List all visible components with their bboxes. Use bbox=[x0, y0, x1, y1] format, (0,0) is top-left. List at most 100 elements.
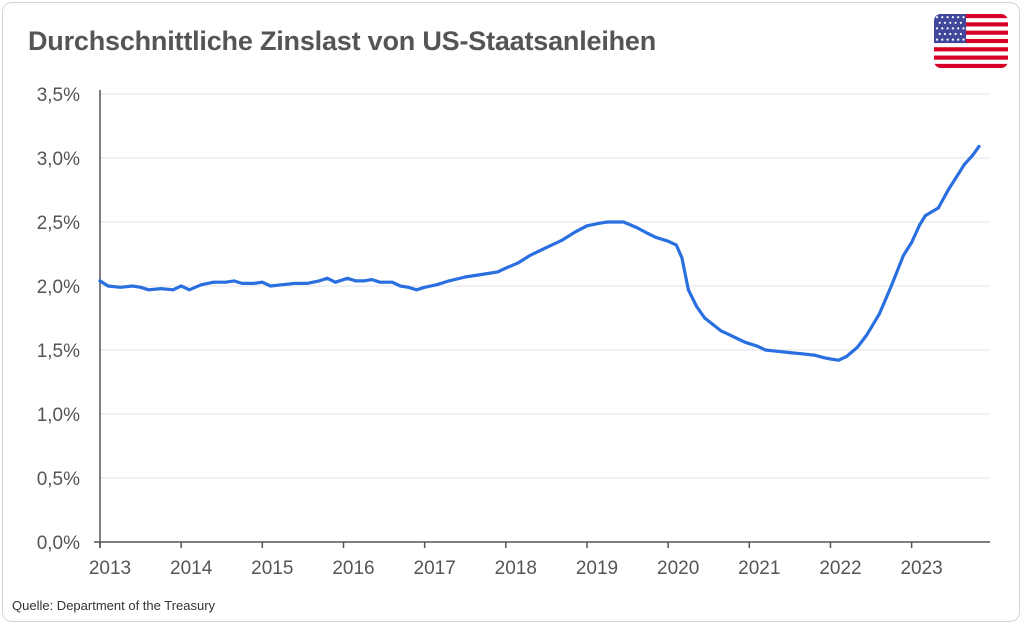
data-point bbox=[139, 285, 143, 289]
y-tick-label: 1,5% bbox=[37, 341, 80, 362]
data-point bbox=[447, 279, 451, 283]
data-point bbox=[504, 266, 508, 270]
x-tick-label: 2016 bbox=[332, 558, 374, 579]
data-point bbox=[423, 285, 427, 289]
data-point bbox=[463, 275, 467, 279]
data-point bbox=[281, 283, 285, 287]
data-point bbox=[480, 273, 483, 276]
data-point bbox=[755, 344, 759, 348]
data-point bbox=[106, 284, 110, 288]
data-point bbox=[333, 280, 337, 284]
source-note: Quelle: Department of the Treasury bbox=[12, 598, 216, 613]
data-point bbox=[147, 288, 151, 292]
x-tick-label: 2018 bbox=[495, 558, 537, 579]
data-point bbox=[812, 353, 816, 357]
data-point bbox=[954, 175, 958, 179]
data-point bbox=[930, 210, 934, 214]
data-point bbox=[674, 243, 678, 247]
data-point bbox=[212, 280, 216, 284]
data-point bbox=[362, 279, 366, 283]
data-point bbox=[118, 285, 122, 289]
x-tick-label: 2014 bbox=[170, 558, 213, 579]
y-tick-label: 0,0% bbox=[37, 533, 80, 554]
data-point bbox=[232, 279, 236, 283]
x-axis-ticks: 2013 2014 2015 2016 2017 2018 2019 2020 2021 2022… bbox=[89, 542, 943, 579]
x-tick-label: 2021 bbox=[738, 558, 780, 579]
data-point bbox=[822, 356, 826, 360]
data-point bbox=[711, 322, 715, 326]
data-point bbox=[680, 256, 684, 260]
data-point bbox=[800, 352, 804, 356]
data-point bbox=[159, 287, 163, 291]
data-point bbox=[131, 284, 134, 288]
x-tick-label: 2020 bbox=[657, 558, 699, 579]
data-point bbox=[544, 246, 548, 250]
x-tick-label: 2013 bbox=[89, 558, 131, 579]
y-tick-label: 2,5% bbox=[37, 213, 80, 234]
data-point bbox=[415, 288, 418, 292]
data-point bbox=[325, 276, 329, 280]
data-point bbox=[666, 239, 670, 243]
data-point bbox=[845, 354, 849, 358]
data-point bbox=[573, 230, 577, 234]
data-point bbox=[962, 162, 966, 166]
data-point bbox=[528, 253, 532, 257]
data-point bbox=[378, 280, 382, 284]
data-point bbox=[179, 284, 183, 288]
data-point bbox=[634, 225, 638, 229]
data-point bbox=[695, 305, 699, 308]
data-point bbox=[727, 333, 731, 337]
data-point bbox=[622, 220, 625, 224]
data-point bbox=[936, 206, 940, 210]
data-point bbox=[865, 333, 869, 337]
data-point bbox=[293, 281, 297, 285]
data-point bbox=[187, 288, 191, 292]
data-point bbox=[735, 337, 739, 340]
data-point bbox=[971, 153, 974, 157]
y-axis-ticks: 0,0% 0,5% 1,0% 1,5% 2,0% 2,5% 3,0% 3,5% bbox=[37, 85, 80, 554]
data-point bbox=[406, 285, 410, 289]
data-point bbox=[305, 281, 309, 285]
data-point bbox=[837, 358, 841, 362]
data-point bbox=[910, 241, 914, 244]
data-point bbox=[585, 224, 589, 228]
data-point bbox=[200, 283, 203, 287]
data-point bbox=[743, 340, 747, 344]
data-point bbox=[354, 279, 358, 283]
data-point bbox=[923, 214, 927, 218]
data-point bbox=[703, 316, 707, 320]
data-point bbox=[918, 223, 922, 227]
data-point bbox=[171, 288, 175, 292]
series-line-0 bbox=[98, 144, 981, 362]
data-point bbox=[946, 188, 950, 192]
data-point bbox=[240, 281, 244, 285]
axes bbox=[94, 90, 990, 548]
data-point bbox=[496, 270, 500, 274]
data-point bbox=[516, 261, 520, 265]
data-point bbox=[764, 348, 767, 352]
data-point bbox=[902, 253, 905, 257]
data-point bbox=[977, 145, 981, 148]
data-point bbox=[597, 221, 601, 225]
grid-lines bbox=[100, 93, 990, 479]
x-tick-label: 2017 bbox=[414, 558, 456, 579]
x-tick-label: 2015 bbox=[251, 558, 293, 579]
data-point bbox=[268, 284, 272, 288]
y-tick-label: 3,5% bbox=[37, 85, 80, 106]
data-point bbox=[855, 345, 859, 349]
data-point bbox=[317, 279, 321, 283]
data-point bbox=[390, 280, 394, 284]
x-tick-label: 2023 bbox=[900, 558, 942, 579]
x-tick-label: 2019 bbox=[576, 558, 618, 579]
data-point bbox=[561, 238, 565, 242]
y-tick-label: 0,5% bbox=[37, 469, 80, 490]
data-point bbox=[260, 280, 264, 284]
data-point bbox=[829, 357, 832, 361]
data-point bbox=[686, 288, 690, 292]
y-tick-label: 2,0% bbox=[37, 277, 80, 298]
data-point bbox=[646, 232, 650, 235]
data-point bbox=[370, 278, 374, 282]
chart-title: Durchschnittliche Zinslast von US-Staats… bbox=[28, 26, 657, 56]
